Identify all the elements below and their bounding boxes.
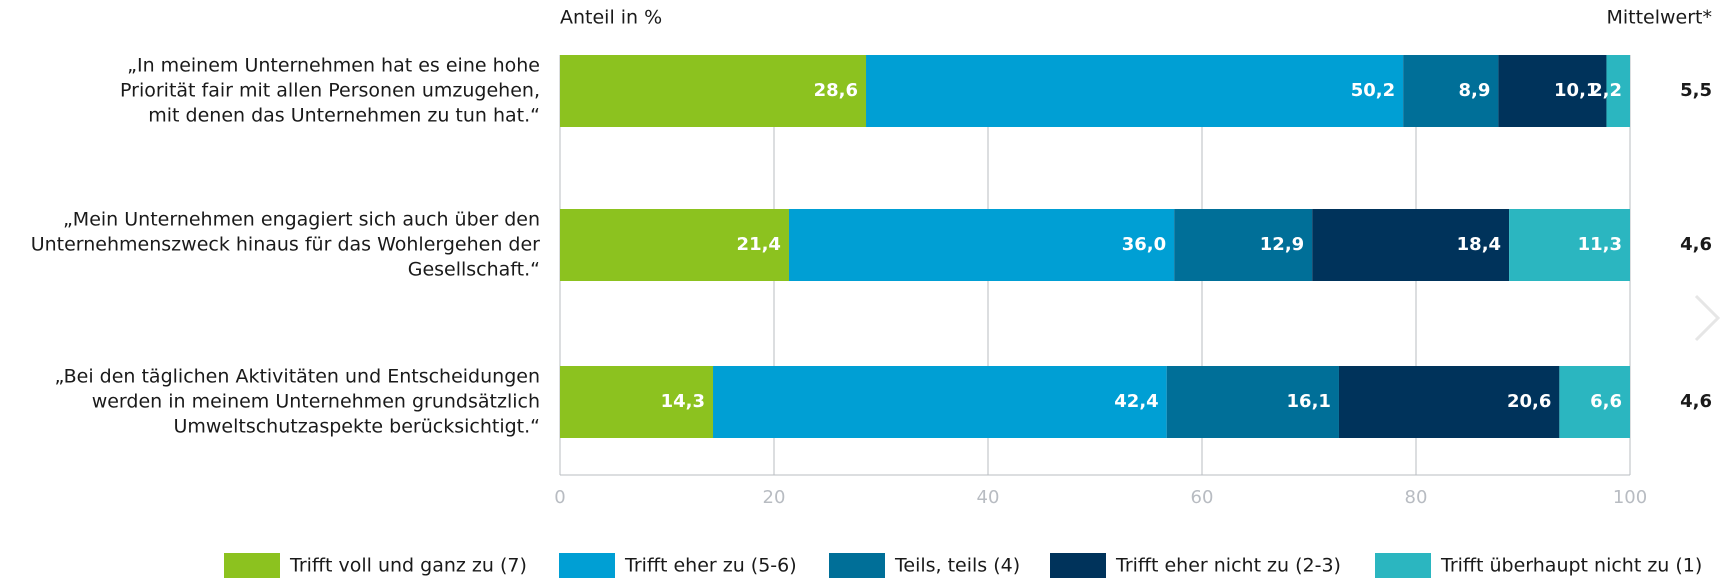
value-label: 8,9: [1458, 80, 1490, 101]
value-label: 12,9: [1260, 234, 1304, 255]
category-label: „Mein Unternehmen engagiert sich auch üb…: [63, 209, 540, 231]
bar-segment: [560, 209, 789, 281]
bar-segment: [1403, 55, 1499, 127]
mean-value: 4,6: [1680, 234, 1712, 255]
value-label: 6,6: [1590, 391, 1622, 412]
bar-segment: [1174, 209, 1313, 281]
value-label: 11,3: [1578, 234, 1622, 255]
value-label: 42,4: [1114, 391, 1158, 412]
bar-segment: [1312, 209, 1510, 281]
bar-segment: [1606, 55, 1630, 127]
category-label: Unternehmenszweck hinaus für das Wohlerg…: [31, 234, 540, 256]
value-label: 2,2: [1590, 80, 1622, 101]
value-label: 10,1: [1554, 80, 1598, 101]
category-label: werden in meinem Unternehmen grundsätzli…: [92, 391, 540, 413]
category-label: Umweltschutzaspekte berücksichtigt.“: [173, 416, 540, 438]
legend-swatch: [1050, 553, 1106, 578]
mean-title: Mittelwert*: [1606, 7, 1712, 29]
legend-swatch: [224, 553, 280, 578]
value-label: 28,6: [814, 80, 858, 101]
legend-label: Trifft überhaupt nicht zu (1): [1440, 555, 1702, 577]
bar-segment: [866, 55, 1404, 127]
legend-swatch: [559, 553, 615, 578]
category-label: Gesellschaft.“: [408, 259, 540, 281]
x-tick-label: 40: [977, 487, 1000, 508]
value-label: 21,4: [737, 234, 781, 255]
category-label: mit denen das Unternehmen zu tun hat.“: [148, 105, 540, 127]
category-label: Priorität fair mit allen Personen umzuge…: [120, 80, 540, 102]
bar-segment: [1559, 366, 1630, 438]
bar-segment: [1498, 55, 1607, 127]
mean-value: 4,6: [1680, 391, 1712, 412]
bar-segment: [788, 209, 1175, 281]
legend-swatch: [1375, 553, 1431, 578]
value-label: 20,6: [1507, 391, 1551, 412]
x-tick-label: 20: [763, 487, 786, 508]
bar-segment: [1338, 366, 1560, 438]
legend-label: Trifft voll und ganz zu (7): [289, 555, 527, 577]
mean-value: 5,5: [1680, 80, 1712, 101]
legend-label: Trifft eher nicht zu (2-3): [1115, 555, 1341, 577]
value-label: 50,2: [1351, 80, 1395, 101]
value-label: 18,4: [1457, 234, 1501, 255]
bar-segment: [1166, 366, 1339, 438]
next-chevron[interactable]: [1694, 294, 1721, 342]
legend-label: Trifft eher zu (5-6): [624, 555, 797, 577]
x-axis-title: Anteil in %: [560, 7, 662, 29]
bar-segment: [713, 366, 1167, 438]
value-label: 36,0: [1122, 234, 1166, 255]
bar-segment: [560, 366, 714, 438]
value-label: 14,3: [661, 391, 705, 412]
legend-swatch: [829, 553, 885, 578]
value-label: 16,1: [1287, 391, 1331, 412]
bar-segment: [560, 55, 867, 127]
x-tick-label: 60: [1191, 487, 1214, 508]
bar-segment: [1509, 209, 1630, 281]
x-tick-label: 80: [1405, 487, 1428, 508]
legend-label: Teils, teils (4): [894, 555, 1020, 577]
category-label: „Bei den täglichen Aktivitäten und Entsc…: [54, 366, 540, 388]
x-tick-label: 100: [1613, 487, 1647, 508]
x-tick-label: 0: [554, 487, 565, 508]
category-label: „In meinem Unternehmen hat es eine hohe: [127, 55, 540, 77]
